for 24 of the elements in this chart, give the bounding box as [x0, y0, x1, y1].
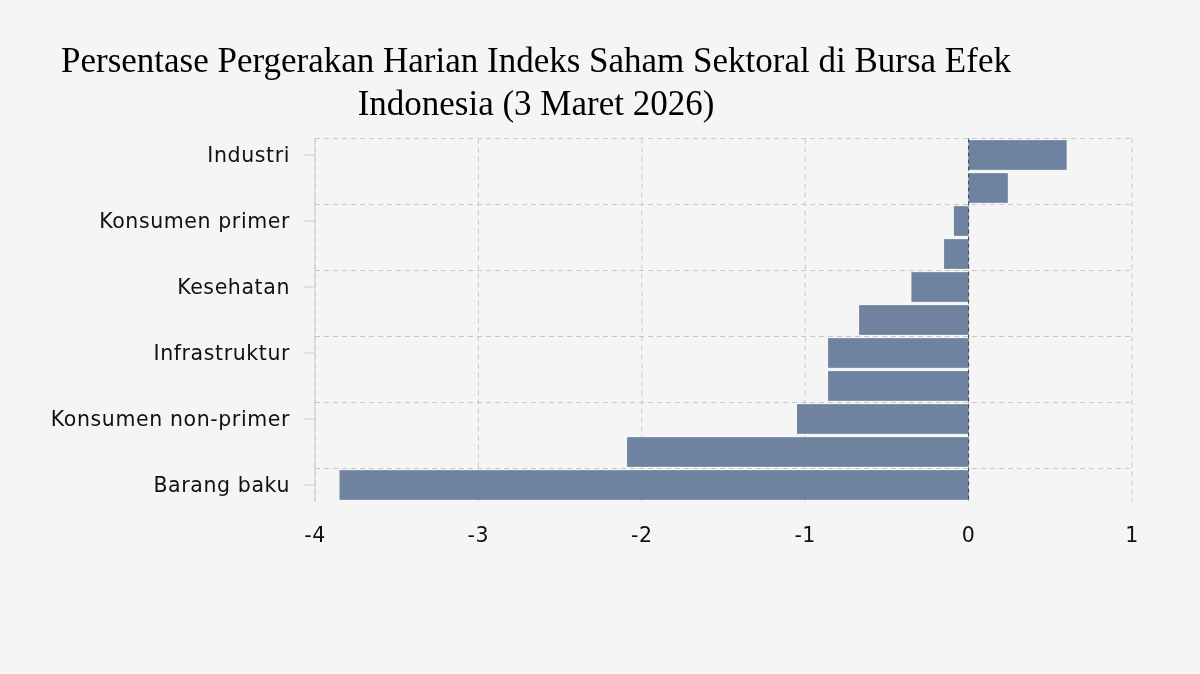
bar — [944, 239, 969, 269]
y-tick-label: Konsumen non-primer — [50, 407, 290, 432]
bar — [953, 206, 969, 236]
x-tick-label: -2 — [630, 523, 653, 547]
bar — [968, 140, 1067, 170]
bar — [968, 173, 1008, 203]
x-tick-label: -4 — [304, 523, 326, 547]
y-tick-label: Kesehatan — [177, 275, 290, 300]
bar — [859, 305, 969, 335]
bar — [339, 470, 969, 500]
bar — [627, 437, 969, 467]
x-tick-label: 1 — [1125, 523, 1139, 547]
bar — [828, 338, 969, 368]
y-tick-label: Barang baku — [153, 473, 290, 498]
y-tick-label: Konsumen primer — [99, 209, 290, 234]
x-tick-label: -3 — [467, 523, 490, 547]
x-tick-label: 0 — [961, 523, 976, 547]
x-tick-label: -1 — [794, 523, 817, 547]
bar — [828, 371, 969, 401]
bar — [911, 272, 969, 302]
chart-title: Persentase Pergerakan Harian Indeks Saham Sektoral di Bursa Efek Indonesia (3 Maret 2026) — [61, 41, 1012, 123]
y-tick-label: Infrastruktur — [153, 341, 290, 366]
bar — [797, 404, 969, 434]
y-tick-label: Industri — [207, 143, 290, 168]
